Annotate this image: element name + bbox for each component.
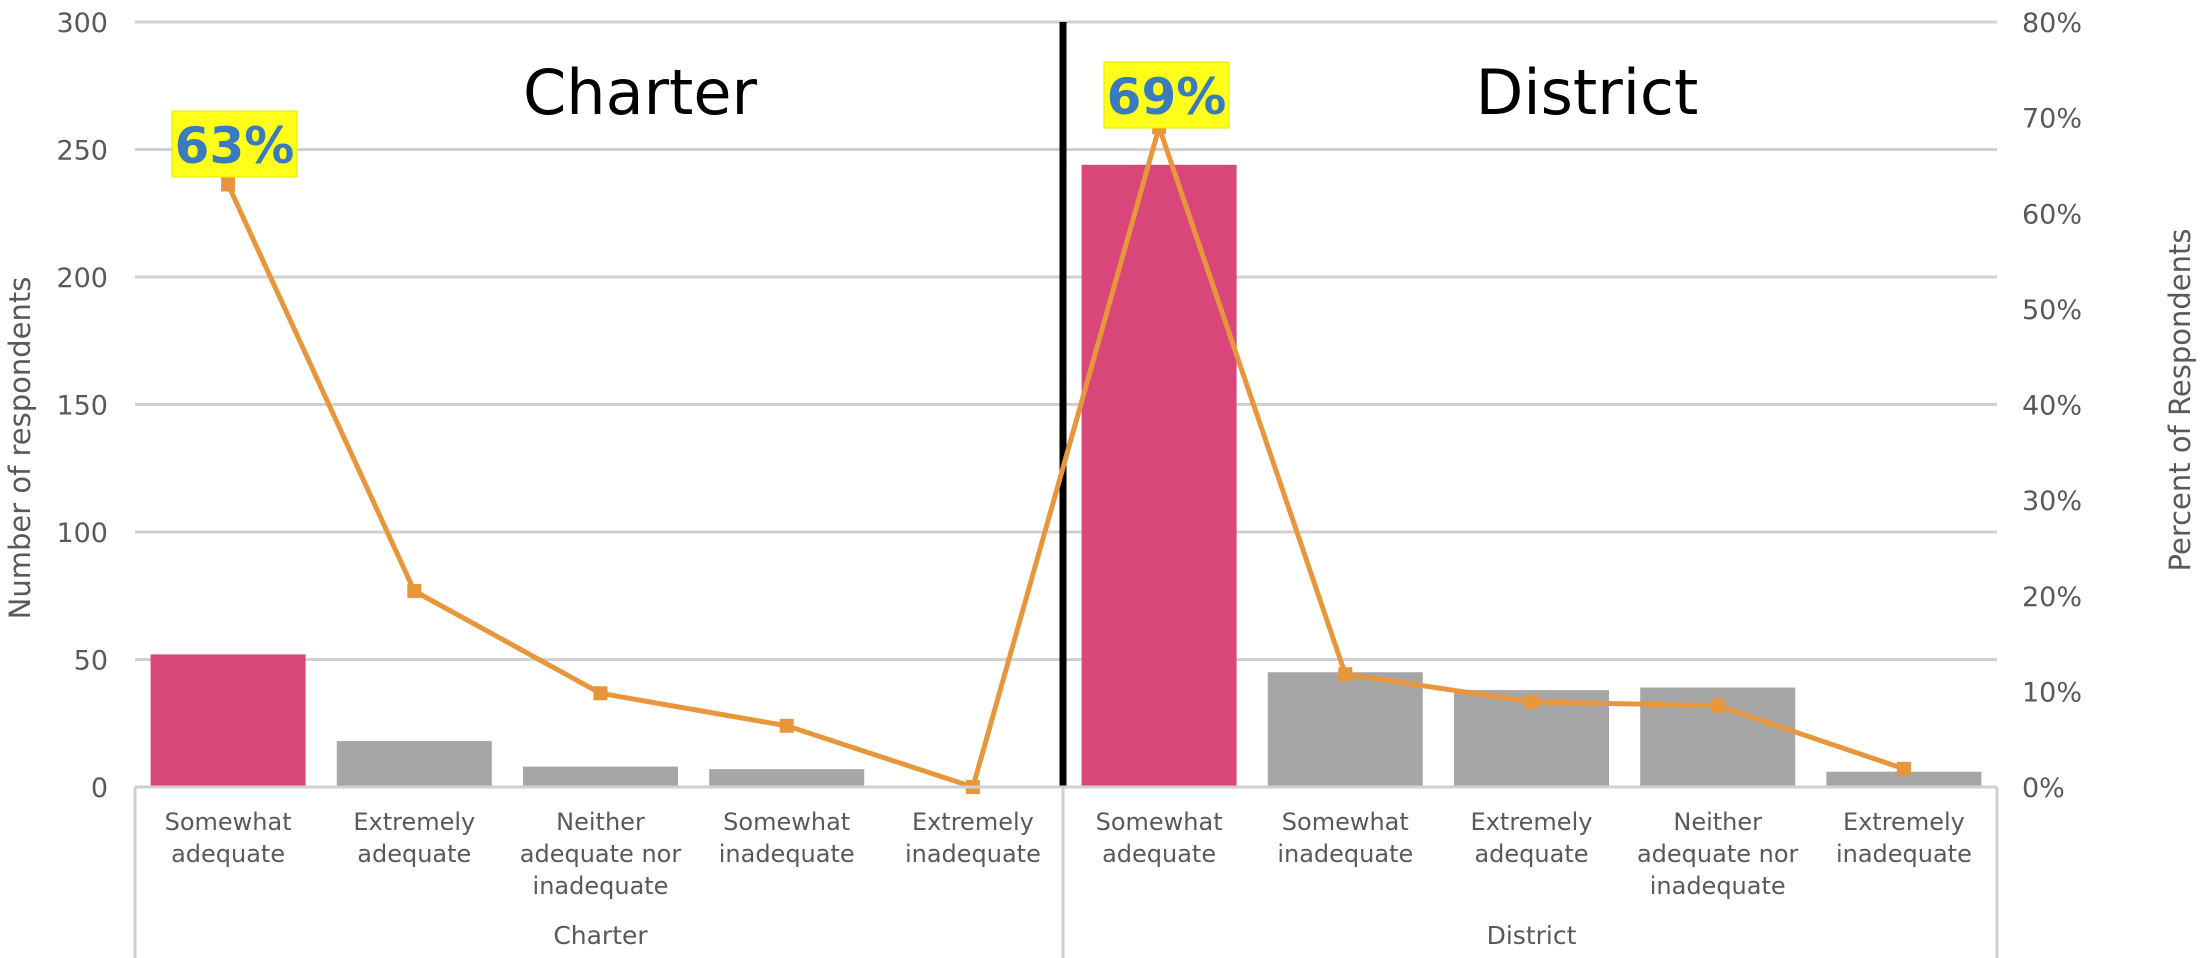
panel-title: Charter — [523, 56, 758, 129]
x-tick-label: Somewhat adequate — [1096, 808, 1223, 868]
x-tick-label: Extremely inadequate — [905, 808, 1041, 868]
y-tick-label: 300 — [56, 8, 108, 39]
x-tick-label: Extremely adequate — [1471, 808, 1593, 868]
group-label: District — [1487, 921, 1577, 950]
y2-tick-label: 30% — [2022, 486, 2082, 517]
y2-tick-label: 20% — [2022, 582, 2082, 613]
percent-marker — [407, 583, 422, 598]
y2-tick-label: 80% — [2022, 8, 2082, 39]
y2-tick-label: 70% — [2022, 104, 2082, 135]
x-tick-label: Somewhat inadequate — [1277, 808, 1413, 868]
y-tick-label: 250 — [56, 136, 108, 167]
y2-axis-title: Percent of Respondents — [2163, 229, 2197, 572]
y-tick-label: 0 — [91, 773, 108, 804]
callout-box — [1103, 61, 1230, 129]
x-tick-label: Extremely inadequate — [1836, 808, 1972, 868]
bar — [523, 766, 678, 787]
y2-tick-label: 40% — [2022, 391, 2082, 422]
y2-tick-label: 60% — [2022, 199, 2082, 230]
panel-title: District — [1476, 56, 1699, 129]
y-tick-label: 100 — [56, 518, 108, 549]
bar — [1267, 672, 1423, 787]
bar — [1081, 164, 1237, 788]
y-axis-title: Number of respondents — [3, 277, 37, 620]
y-tick-label: 200 — [56, 263, 108, 294]
bar — [1826, 771, 1982, 787]
y2-tick-label: 10% — [2022, 677, 2082, 708]
x-tick-label: Somewhat adequate — [165, 808, 292, 868]
percent-marker — [1896, 761, 1911, 776]
y2-tick-label: 0% — [2022, 773, 2065, 804]
callout-box — [171, 110, 298, 178]
callout-label: 63% — [175, 117, 295, 175]
panel-titles: Charter District — [523, 56, 1698, 129]
percent-marker — [1524, 694, 1539, 709]
axes: 300 250 200 150 100 50 0 80% 70% 60% 50% 40% 30% 20% 1… — [56, 8, 2082, 958]
bar — [150, 654, 306, 787]
y2-tick-label: 50% — [2022, 295, 2082, 326]
bar — [336, 741, 492, 787]
callout-label: 69% — [1107, 68, 1227, 126]
x-tick-label: Somewhat inadequate — [719, 808, 855, 868]
percent-marker — [1338, 667, 1353, 682]
category-labels: Somewhat adequate Extremely adequate Neither… — [165, 808, 1972, 950]
x-tick-label: Neither adequate nor inadequate — [520, 808, 682, 900]
percent-marker — [221, 177, 236, 192]
bar — [709, 769, 865, 787]
percent-marker — [1710, 698, 1725, 713]
y-tick-label: 150 — [56, 391, 108, 422]
percent-marker — [593, 686, 608, 701]
x-tick-label: Extremely adequate — [353, 808, 475, 868]
x-tick-label: Neither adequate nor inadequate — [1637, 808, 1799, 900]
callouts: 63% 69% — [171, 61, 1230, 178]
percent-marker — [779, 718, 794, 733]
y-tick-label: 50 — [74, 646, 108, 677]
percent-line — [225, 124, 1905, 790]
group-label: Charter — [553, 921, 648, 950]
